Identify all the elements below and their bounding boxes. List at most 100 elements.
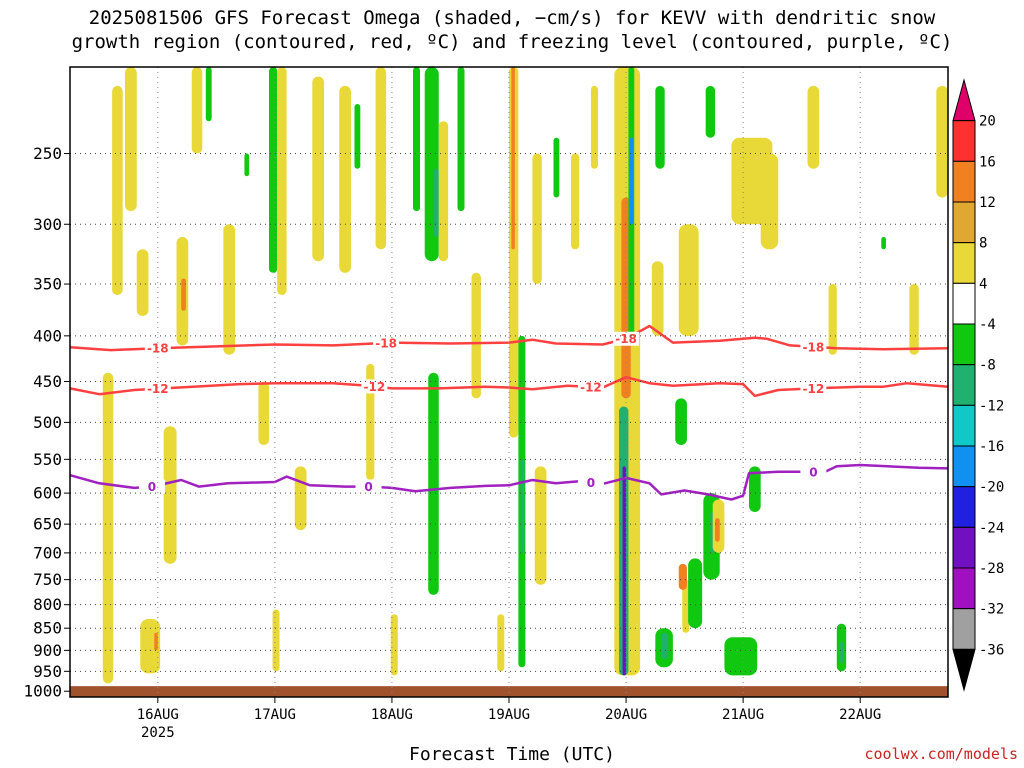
contour-label--12: -12 [580,380,602,394]
omega-region-53 [682,579,690,633]
omega-region-19 [339,85,351,273]
omega-region-17 [294,466,307,531]
omega-region-15 [272,609,280,672]
y-tick-label: 600 [33,484,62,503]
omega-region-5 [154,632,158,651]
y-tick-label: 800 [33,595,62,614]
colorbar-tick-label: 8 [979,236,987,252]
y-tick-label: 350 [33,275,62,294]
colorbar-segment-11 [952,526,976,569]
omega-region-29 [457,67,465,212]
x-tick-label: 16AUG [137,707,179,723]
colorbar-tick-label: -4 [979,317,996,333]
y-tick-label: 950 [33,662,62,681]
omega-region-10 [205,67,212,122]
colorbar-segment-6 [952,323,976,366]
credit-link[interactable]: coolwx.com/models [864,745,1018,763]
contour-layer: -18 -18 -18 -18 -12 -12 -12 -12 0 0 0 0 [69,324,949,501]
colorbar-segment-9 [952,445,976,488]
axis-layer: 250 300 350 400 450 500 550 600 650 700 750 800 850 9… [23,66,949,741]
y-tick-label: 900 [33,641,62,660]
contour-label-bg-2-2 [577,475,604,490]
omega-region-67 [828,284,837,355]
colorbar-segment-3 [952,201,976,244]
contour--18 [69,324,949,352]
y-tick-label: 650 [33,515,62,534]
colorbar-segment-12 [952,567,976,610]
colorbar-tick-label: -36 [979,642,1004,658]
omega-region-33 [511,67,515,250]
colorbar-tick-label: -20 [979,480,1004,496]
omega-region-2 [125,67,137,212]
omega-region-14 [269,67,278,273]
x-year-label: 2025 [141,725,175,741]
y-tick-label: 850 [33,619,62,638]
omega-region-46 [629,137,634,225]
colorbar-tick-label: -24 [979,520,1004,536]
omega-region-0 [102,372,114,684]
omega-region-31 [497,614,505,672]
colorbar-segment-10 [952,486,976,528]
colorbar-tick-label: 16 [979,154,996,170]
contour-label-bg-2-1 [355,479,382,494]
contour-label-0: 0 [148,480,156,494]
y-tick-label: 250 [33,144,62,163]
contour-label-bg-1-1 [361,379,388,394]
omega-region-30 [471,272,481,399]
omega-region-44 [622,466,627,676]
y-tick-label: 450 [33,372,62,391]
colorbar-segment-1 [952,120,976,162]
chart-title: 2025081506 GFS Forecast Omega (shaded, −… [71,7,953,53]
grid-layer [70,67,948,697]
omega-region-20 [354,103,361,169]
colorbar-tick-label: -16 [979,439,1004,455]
colorbar: 20 16 12 8 4 -4 -8 -12 -16 -20 -24 -28 -32 -36 [952,78,1004,692]
x-tick-label: 21AUG [722,707,764,723]
x-axis-label: Forecast Time (UTC) [409,744,615,765]
y-tick-label: 550 [33,450,62,469]
ground-surface [70,686,948,697]
colorbar-segment-4 [952,242,976,284]
contour-label--18: -18 [375,336,397,350]
omega-region-56 [705,85,716,138]
y-tick-label: 500 [33,413,62,432]
contour-label-bg-1-0 [144,381,171,396]
omega-region-4 [140,618,161,674]
colorbar-tick-label: -12 [979,398,1004,414]
omega-region-8 [181,278,186,311]
contour-label-bg-0-2 [613,331,640,346]
contour-label--12: -12 [803,382,825,396]
x-tick-label: 17AUG [254,707,296,723]
x-tick-label: 22AUG [839,707,881,723]
colorbar-segment-13 [952,608,976,650]
colorbar-tick-label: 4 [979,276,987,292]
omega-region-40 [590,85,598,169]
omega-region-12 [244,153,250,177]
colorbar-tick-label: -32 [979,602,1004,618]
colorbar-arrow-bottom [952,648,976,692]
omega-region-9 [191,67,203,154]
contour-label-bg-1-2 [577,379,604,394]
omega-region-55 [688,558,703,629]
omega-region-23 [390,614,398,676]
omega-region-66 [807,85,820,169]
contour-label--18: -18 [615,332,637,346]
contour-label--12: -12 [147,382,169,396]
y-tick-label: 400 [33,326,62,345]
colorbar-tick-label: 20 [979,114,996,130]
x-tick-label: 19AUG [488,707,530,723]
omega-region-24 [413,67,421,212]
colorbar-segment-7 [952,364,976,406]
contour-label-0: 0 [587,476,595,490]
omega-region-22 [375,67,387,250]
colorbar-arrow-top [952,78,976,122]
contour-label--18: -18 [147,342,169,356]
omega-region-69 [840,641,844,664]
omega-region-3 [136,249,149,316]
contour-label--18: -18 [803,340,825,354]
omega-region-61 [724,637,758,676]
omega-region-70 [881,236,886,250]
colorbar-segment-8 [952,404,976,447]
omega-region-38 [553,137,560,198]
